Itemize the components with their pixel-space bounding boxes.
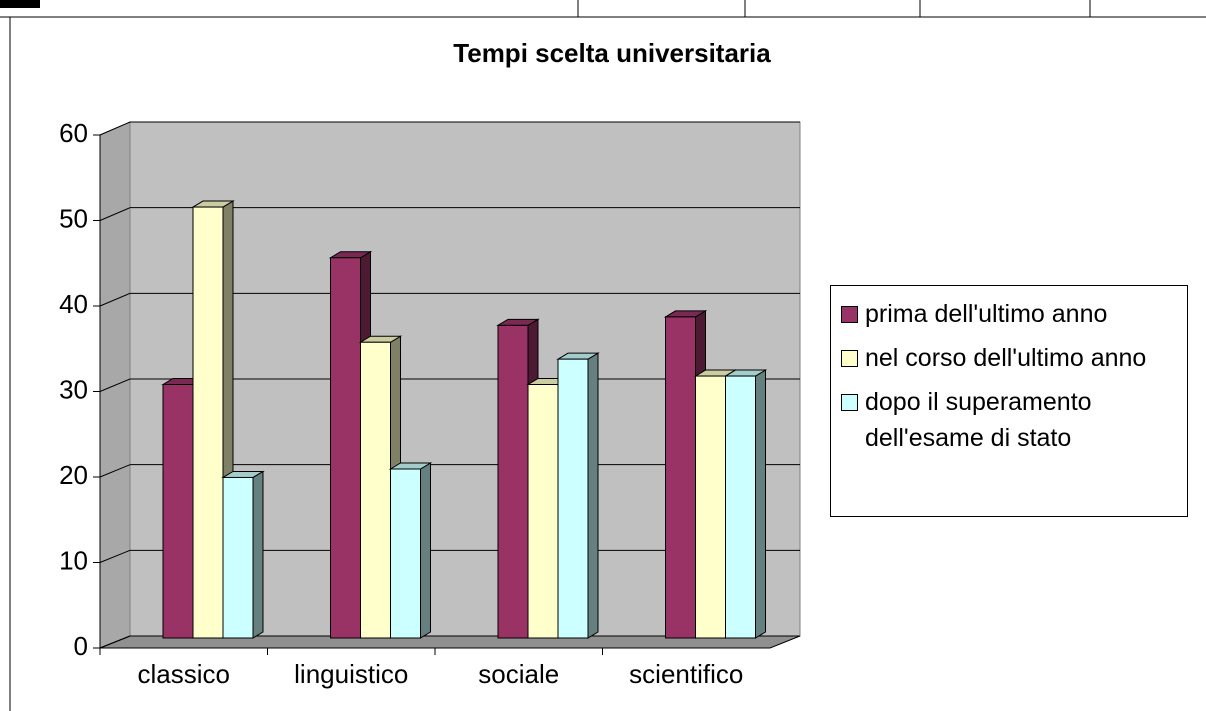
bar-side xyxy=(252,470,264,639)
y-tick-label: 10 xyxy=(59,545,88,575)
grid-line xyxy=(99,635,131,649)
bar xyxy=(360,341,391,639)
legend-label: dopo il superamento dell'esame di stato xyxy=(865,388,1092,452)
bar-side xyxy=(755,369,766,639)
y-tick-label: 20 xyxy=(59,460,88,490)
y-tick-label: 30 xyxy=(59,374,88,404)
legend-label: nel corso dell'ultimo anno xyxy=(865,344,1147,372)
bar xyxy=(390,468,421,639)
legend-item: nel corso dell'ultimo anno xyxy=(841,340,1187,376)
x-tick-label: scientifico xyxy=(629,659,743,689)
x-tick-label: linguistico xyxy=(294,659,408,689)
bar xyxy=(665,316,696,639)
bar xyxy=(192,206,224,639)
legend: prima dell'ultimo anno nel corso dell'ult… xyxy=(830,285,1188,517)
legend-swatch xyxy=(841,394,858,411)
bar-side xyxy=(587,352,599,639)
bar xyxy=(527,384,559,639)
chart-title: Tempi scelta universitaria xyxy=(453,38,771,68)
y-tick-label: 50 xyxy=(59,203,88,233)
y-tick-label: 60 xyxy=(59,118,88,148)
grid-line xyxy=(99,121,131,136)
grid-line xyxy=(99,464,131,478)
bar xyxy=(330,257,361,639)
y-tick-label: 0 xyxy=(74,631,88,661)
legend-label: prima dell'ultimo anno xyxy=(865,300,1108,328)
bar xyxy=(497,324,529,639)
bar-side xyxy=(420,462,431,639)
grid-line xyxy=(99,207,131,221)
bar xyxy=(725,375,756,639)
x-tick-label: classico xyxy=(138,659,230,689)
bar xyxy=(695,375,726,639)
grid-line xyxy=(99,378,131,392)
legend-swatch xyxy=(841,350,858,367)
grid-line xyxy=(99,549,131,563)
y-tick-label: 40 xyxy=(59,289,88,319)
legend-item: prima dell'ultimo anno xyxy=(841,296,1187,332)
x-tick-label: sociale xyxy=(478,659,559,689)
grid-line xyxy=(99,292,131,307)
sheet-cell xyxy=(0,0,40,8)
bar xyxy=(162,384,194,639)
legend-item: dopo il superamento dell'esame di stato xyxy=(841,384,1187,456)
bar xyxy=(222,476,254,639)
legend-swatch xyxy=(841,306,858,323)
bar xyxy=(557,358,589,639)
